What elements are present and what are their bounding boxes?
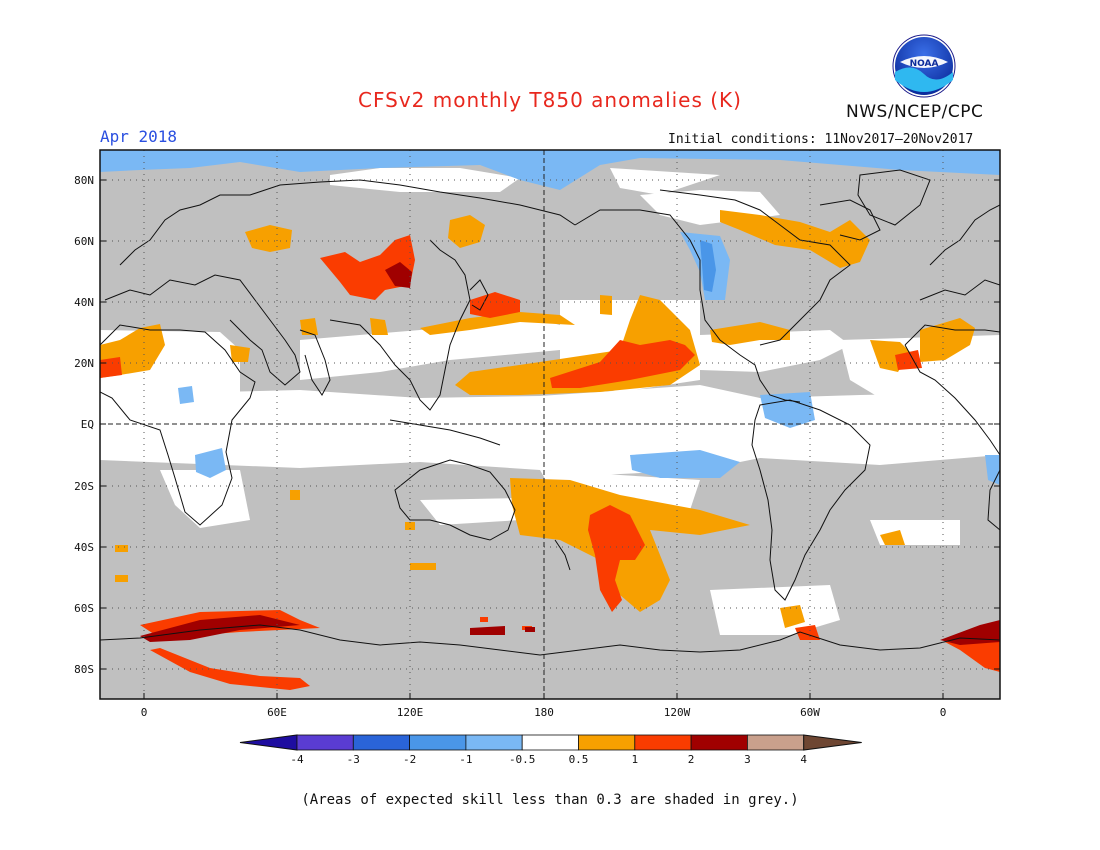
coastlines (100, 169, 1000, 656)
lat-label: 60S (74, 602, 94, 615)
agency-label: NWS/NCEP/CPC (846, 102, 984, 122)
colorbar-label: -0.5 (509, 753, 536, 766)
lat-label: 20S (74, 480, 94, 493)
lat-label: 40S (74, 541, 94, 554)
chart-title: CFSv2 monthly T850 anomalies (K) (358, 88, 742, 112)
colorbar-swatch (465, 734, 523, 751)
colorbar: -4 -3 -2 -1 -0.5 0.5 1 2 3 4 (239, 734, 862, 766)
lon-label: 0 (940, 706, 947, 719)
skill-footnote: (Areas of expected skill less than 0.3 a… (301, 792, 799, 808)
lat-label: 40N (74, 296, 94, 309)
map-area (100, 150, 1000, 699)
colorbar-swatch (690, 734, 748, 751)
colorbar-swatch (352, 734, 410, 751)
graticule (100, 150, 1000, 699)
colorbar-label: -1 (459, 753, 472, 766)
lon-label: 120E (397, 706, 424, 719)
valid-month-label: Apr 2018 (100, 127, 178, 146)
lon-label: 180 (534, 706, 554, 719)
longitude-axis: 0 60E 120E 180 120W 60W 0 (141, 693, 947, 719)
lat-label: 80S (74, 663, 94, 676)
lat-label: 80N (74, 174, 94, 187)
lat-label: 20N (74, 357, 94, 370)
colorbar-low-arrow (239, 734, 298, 751)
colorbar-label: 2 (688, 753, 695, 766)
lat-label: EQ (81, 418, 94, 431)
lon-label: 0 (141, 706, 148, 719)
colorbar-swatch (634, 734, 692, 751)
colorbar-swatch (409, 734, 467, 751)
colorbar-label: 1 (631, 753, 638, 766)
colorbar-label: -4 (290, 753, 304, 766)
colorbar-label: 4 (800, 753, 807, 766)
reference-lines (100, 150, 1000, 699)
latitude-axis: 80N 60N 40N 20N EQ 20S 40S 60S 80S (74, 174, 1000, 676)
logo-text: NOAA (910, 59, 939, 69)
colorbar-high-arrow (803, 734, 862, 751)
colorbar-label: -2 (403, 753, 416, 766)
initial-conditions-label: Initial conditions: 11Nov2017–20Nov2017 (668, 132, 974, 147)
colorbar-label: -3 (347, 753, 360, 766)
colorbar-swatch (578, 734, 636, 751)
lon-label: 60W (800, 706, 820, 719)
lon-label: 120W (664, 706, 691, 719)
colorbar-swatch (521, 734, 579, 751)
lat-label: 60N (74, 235, 94, 248)
lon-label: 60E (267, 706, 287, 719)
colorbar-swatch (296, 734, 354, 751)
arctic-cool-anomalies (100, 150, 1000, 485)
noaa-logo: NOAA (892, 34, 956, 98)
colorbar-swatch (747, 734, 805, 751)
canada-cool-core (700, 240, 716, 292)
colorbar-label: 0.5 (569, 753, 589, 766)
colorbar-label: 3 (744, 753, 751, 766)
